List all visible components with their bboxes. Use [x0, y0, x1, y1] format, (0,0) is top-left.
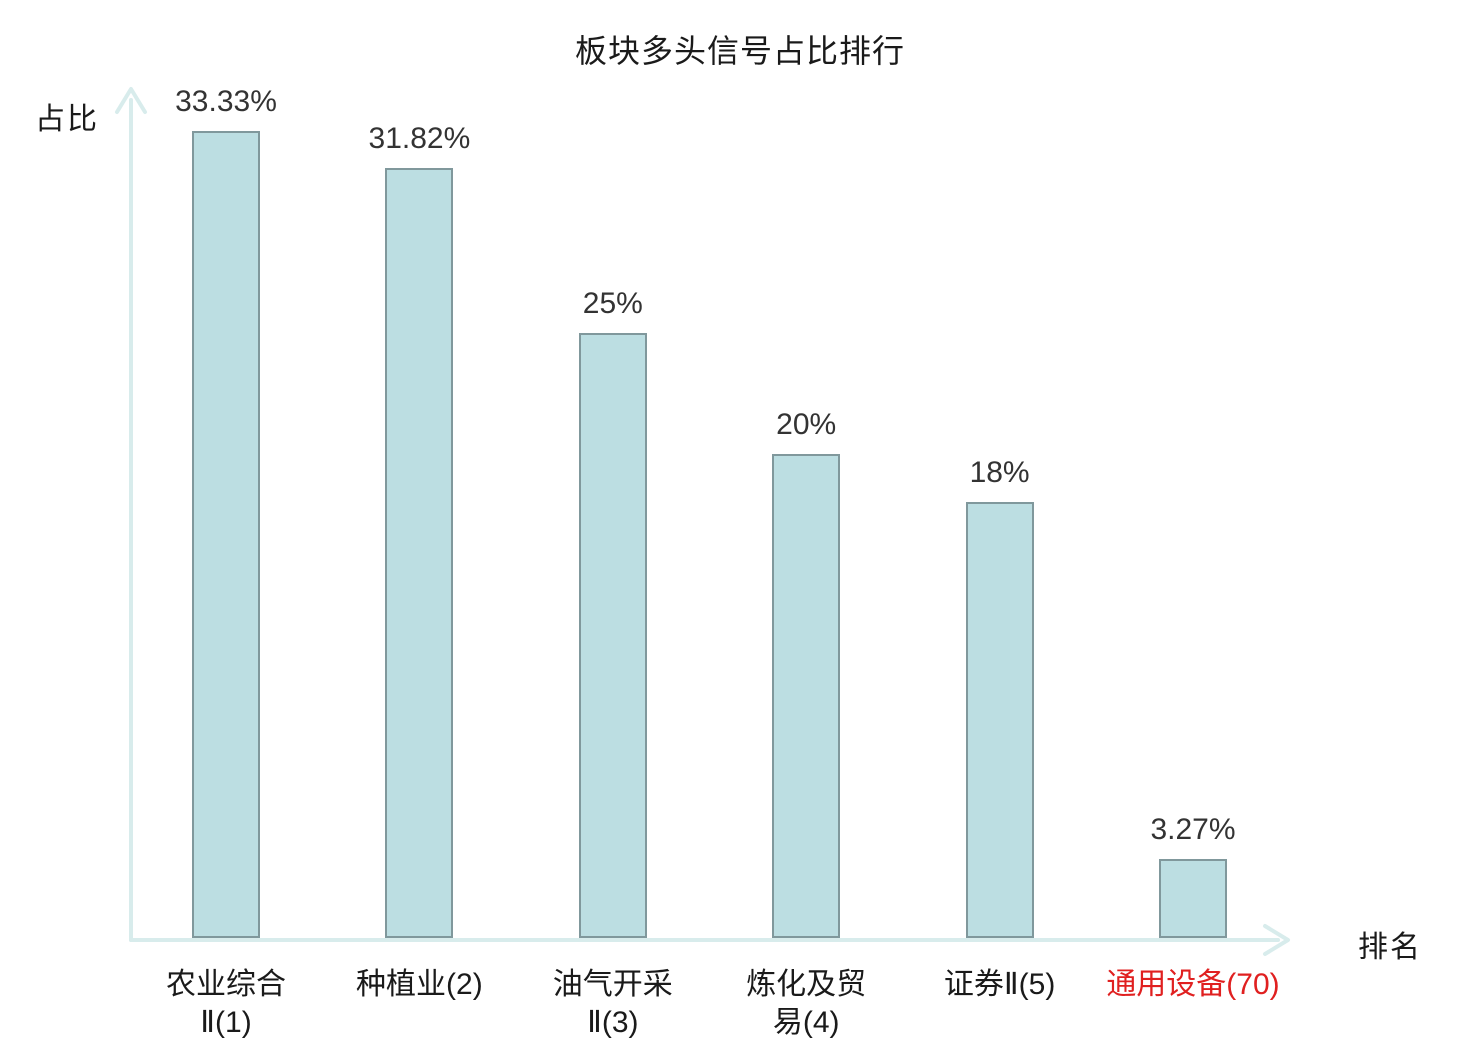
- bar: [772, 454, 841, 938]
- x-axis-arrow-icon: [1263, 924, 1290, 956]
- category-label: 通用设备(70): [1106, 968, 1280, 1001]
- category-label: 证券Ⅱ(5): [943, 968, 1056, 1001]
- y-axis-title: 占比: [35, 103, 99, 136]
- bar: [578, 333, 647, 938]
- category-label: 农业综合 Ⅱ(1): [166, 968, 286, 1039]
- bar: [192, 131, 260, 938]
- category-label: 种植业(2): [356, 968, 483, 1001]
- bar: [1159, 859, 1227, 938]
- x-axis-title: 排名: [1358, 931, 1422, 964]
- bar-value-label: 3.27%: [1150, 813, 1236, 846]
- bar-value-label: 33.33%: [175, 85, 277, 118]
- bar: [965, 502, 1034, 938]
- bar-value-label: 31.82%: [368, 122, 471, 155]
- bar-value-label: 20%: [776, 408, 837, 441]
- y-axis-arrow-icon: [115, 87, 147, 114]
- category-label: 炼化及贸 易(4): [746, 968, 867, 1039]
- bar: [385, 168, 454, 938]
- category-label: 油气开采 Ⅱ(3): [552, 968, 673, 1039]
- bar-value-label: 18%: [969, 456, 1030, 489]
- chart-title: 板块多头信号占比排行: [574, 33, 905, 69]
- bar-value-label: 25%: [582, 287, 643, 320]
